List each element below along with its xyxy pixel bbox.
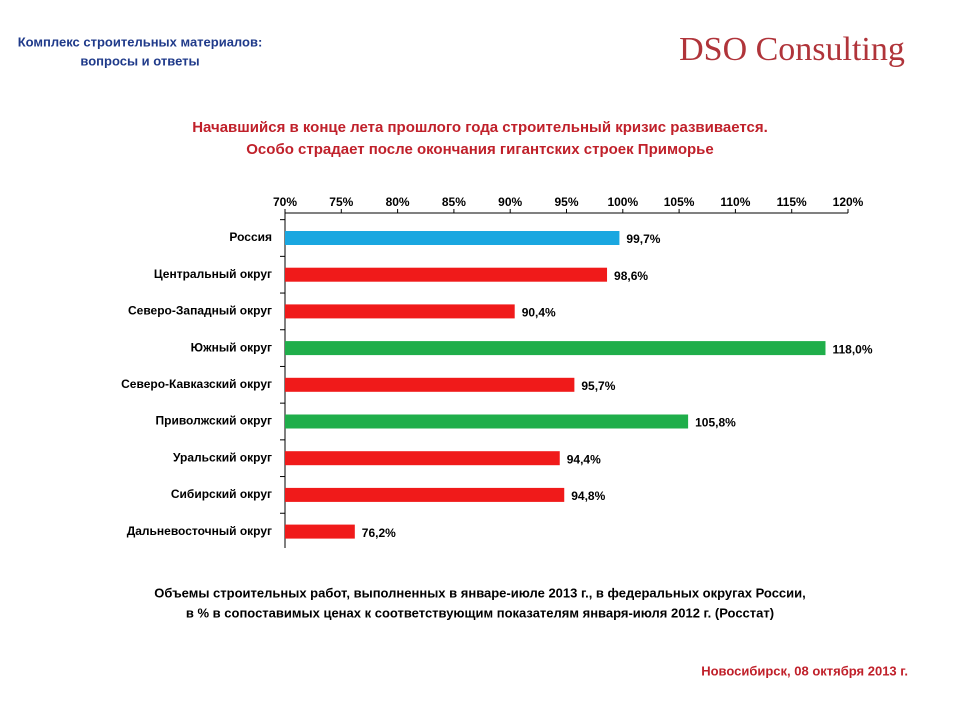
value-label: 76,2% [362,526,396,540]
y-tick-label: Россия [229,230,272,244]
caption: в % в сопоставимых ценах к соответствующ… [186,605,774,620]
value-label: 95,7% [581,379,615,393]
bar [285,524,355,539]
bar [285,487,565,502]
logo: DSO Consulting [679,31,905,68]
value-label: 94,8% [571,489,605,503]
bar [285,267,608,282]
bar [285,231,620,245]
x-tick-label: 115% [777,195,807,209]
subtitle: Комплекс строительных материалов: [18,34,263,49]
x-tick-label: 85% [442,195,466,209]
y-tick-label: Центральный округ [154,267,272,281]
value-label: 94,4% [567,452,601,466]
x-tick-label: 120% [833,195,864,209]
x-tick-label: 100% [607,195,638,209]
bar [285,377,575,392]
x-tick-label: 70% [273,195,297,209]
bar [285,304,515,319]
bar [285,341,826,356]
x-tick-label: 80% [386,195,410,209]
value-label: 99,7% [626,232,660,246]
y-tick-label: Северо-Западный округ [128,304,272,318]
y-tick-label: Приволжский округ [155,414,272,428]
bar [285,414,689,429]
y-tick-label: Уральский округ [173,450,272,464]
x-tick-label: 110% [720,195,750,209]
y-tick-label: Дальневосточный округ [127,524,272,538]
y-tick-label: Южный округ [191,340,272,354]
y-tick-label: Сибирский округ [171,487,272,501]
headline: Начавшийся в конце лета прошлого года ст… [192,119,768,136]
x-tick-label: 105% [664,195,695,209]
subtitle: вопросы и ответы [80,53,199,68]
value-label: 105,8% [695,416,736,430]
headline: Особо страдает после окончания гигантски… [246,141,713,158]
footer: Новосибирск, 08 октября 2013 г. [701,663,908,678]
value-label: 90,4% [522,306,556,320]
value-label: 98,6% [614,269,648,283]
y-tick-label: Северо-Кавказский округ [121,377,272,391]
value-label: 118,0% [832,342,872,356]
caption: Объемы строительных работ, выполненных в… [154,585,806,600]
x-tick-label: 75% [329,195,353,209]
x-tick-label: 95% [554,195,578,209]
bar [285,451,560,466]
x-tick-label: 90% [498,195,522,209]
